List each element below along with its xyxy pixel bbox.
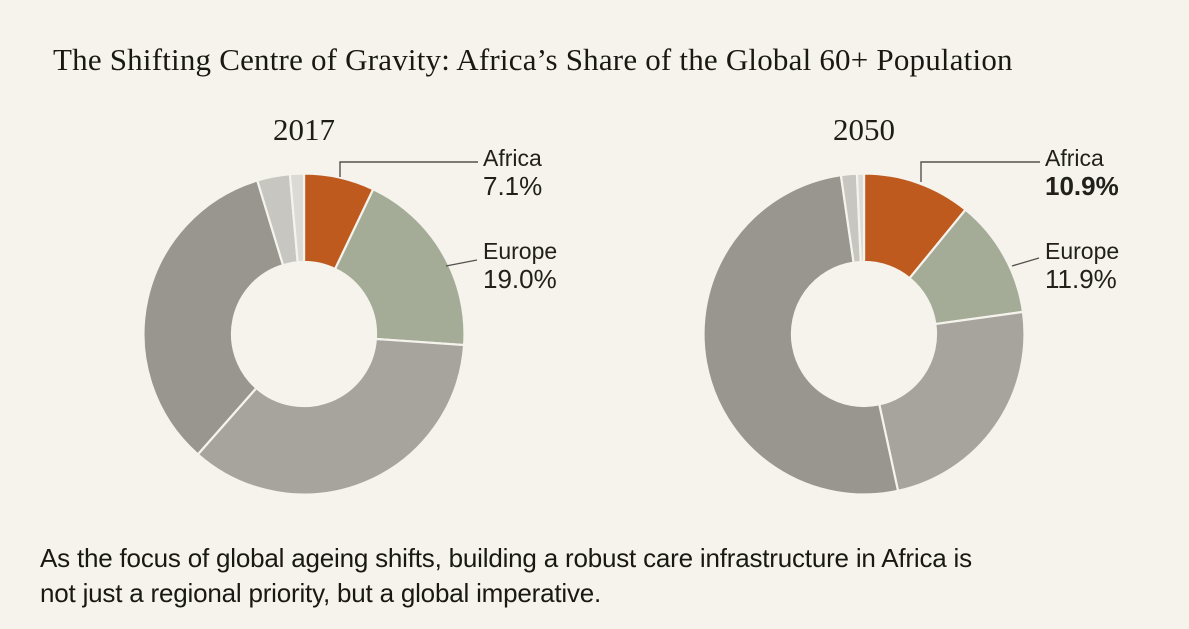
callout-africa-2050: Africa 10.9% (1045, 144, 1119, 200)
donut-chart-2050 (702, 172, 1026, 496)
callout-africa-2017-label: Africa (483, 145, 542, 171)
callout-europe-2050: Europe 11.9% (1045, 237, 1119, 293)
slice-unlabeled-1-2017 (196, 337, 466, 496)
donut-chart-2017 (142, 172, 466, 496)
callout-africa-2017: Africa 7.1% (483, 144, 542, 200)
slice-unlabeled-1-2050 (877, 310, 1026, 493)
chart-year-label-2050: 2050 (833, 112, 895, 147)
slice-unlabeled-2-2017 (142, 179, 285, 456)
callout-africa-2017-value: 7.1% (483, 171, 543, 201)
slice-unlabeled-2-2050 (702, 173, 900, 496)
caption-line-1: As the focus of global ageing shifts, bu… (40, 543, 972, 573)
slice-unlabeled-4-2017 (288, 172, 306, 264)
callout-europe-2017: Europe 19.0% (483, 237, 557, 293)
callout-africa-2050-value: 10.9% (1045, 171, 1119, 201)
callout-europe-2017-value: 19.0% (483, 264, 557, 294)
chart-year-label-2017: 2017 (273, 112, 335, 147)
slice-unlabeled-4-2050 (855, 172, 866, 264)
caption-text: As the focus of global ageing shifts, bu… (40, 541, 972, 611)
callout-europe-2017-label: Europe (483, 238, 558, 264)
callout-europe-2050-label: Europe (1045, 238, 1120, 264)
callout-africa-2050-label: Africa (1045, 145, 1104, 171)
callout-europe-2050-value: 11.9% (1045, 264, 1117, 294)
page-title: The Shifting Centre of Gravity: Africa’s… (53, 42, 1013, 77)
caption-line-2: not just a regional priority, but a glob… (40, 578, 602, 608)
slice-europe-2017 (333, 187, 466, 347)
